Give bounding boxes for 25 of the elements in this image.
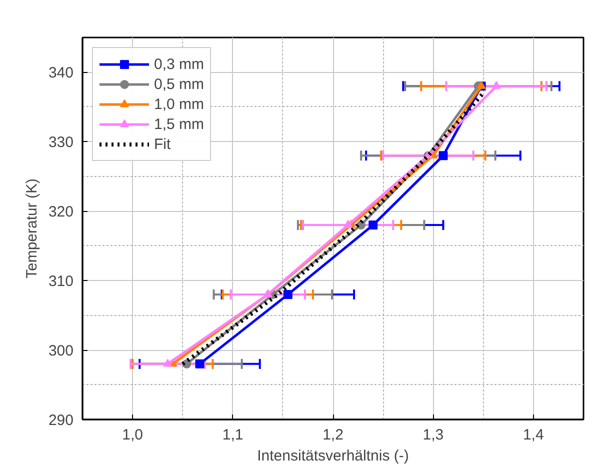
point — [344, 220, 353, 228]
y-tick-label: 300 — [48, 342, 74, 360]
y-tick-label: 330 — [48, 134, 74, 152]
x-axis-title: Intensitätsverhältnis (-) — [257, 448, 409, 464]
point — [163, 358, 172, 367]
x-tick-label: 1,0 — [122, 426, 144, 444]
point — [195, 359, 204, 368]
x-tick-label: 1,3 — [422, 426, 444, 444]
point — [438, 151, 448, 160]
x-tick-label: 1,1 — [222, 426, 244, 444]
y-tick-label: 340 — [48, 64, 74, 82]
y-axis-title: Temperatur (K) — [23, 178, 40, 279]
x-tick-label: 1,2 — [322, 426, 344, 444]
point — [492, 81, 501, 89]
legend-label: 1,0 mm — [154, 95, 204, 113]
legend-label: 0,5 mm — [154, 75, 204, 93]
legend-label: 1,5 mm — [154, 115, 204, 133]
point — [283, 290, 292, 299]
y-tick-label: 310 — [48, 273, 74, 290]
x-tick-label: 1,4 — [522, 426, 544, 444]
legend-label: Fit — [154, 135, 172, 153]
y-tick-label: 320 — [48, 204, 74, 221]
legend-label: 0,3 mm — [154, 55, 204, 73]
point — [368, 220, 378, 230]
y-tick-label: 290 — [48, 412, 74, 429]
